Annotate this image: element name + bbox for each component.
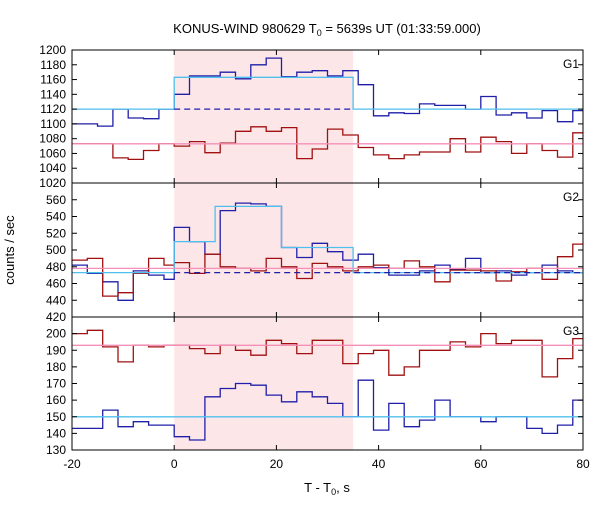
x-tick-label: 80: [576, 457, 590, 471]
highlight-interval: [174, 317, 354, 450]
y-tick-label: 1040: [39, 161, 66, 175]
series-red-g1: [72, 126, 583, 161]
y-tick-label: 540: [46, 210, 66, 224]
highlight-interval: [174, 183, 354, 317]
y-tick-label: 480: [46, 260, 66, 274]
x-tick-label: 20: [270, 457, 284, 471]
y-tick-label: 1160: [40, 73, 66, 87]
y-tick-label: 520: [46, 226, 66, 240]
panel-plot-area: [72, 329, 583, 441]
y-tick-label: 1100: [40, 117, 66, 131]
fit-line-light_blue-solid: [72, 205, 583, 274]
panel-plot-area: [72, 57, 583, 161]
y-tick-label: 420: [46, 310, 66, 324]
panel-g1: 1020104010601080110011201140116011801200…: [39, 43, 584, 190]
y-tick-label: 1140: [40, 87, 66, 101]
x-tick-label: 0: [171, 457, 178, 471]
chart-title: KONUS-WIND 980629 T0 = 5639s UT (01:33:5…: [173, 21, 481, 38]
y-tick-label: 170: [46, 377, 66, 391]
x-tick-labels: -20 0 20 40 60 80: [63, 457, 590, 471]
y-tick-label: 180: [46, 360, 66, 374]
x-tick-label: 60: [474, 457, 488, 471]
y-tick-label: 130: [46, 443, 66, 457]
panel-g2: 420 440 460 480 500 520 540 560 G2: [46, 182, 584, 324]
panel-label: G2: [563, 190, 579, 204]
y-tick-label: 440: [46, 293, 66, 307]
y-tick-label: 1080: [39, 132, 66, 146]
y-tick-label: 1060: [39, 146, 66, 160]
x-tick-label: 40: [372, 457, 386, 471]
y-tick-label: 1020: [39, 176, 66, 190]
y-axis-label: counts / sec: [2, 215, 17, 285]
y-tick-label: 150: [46, 410, 66, 424]
series-red-g2: [72, 243, 583, 297]
series-blue-g3: [72, 379, 583, 441]
y-tick-label: 1120: [40, 102, 66, 116]
panels-group: 1020104010601080110011201140116011801200…: [39, 43, 590, 471]
y-tick-label: 500: [46, 243, 66, 257]
series-red-g3: [72, 329, 583, 378]
y-tick-label: 160: [46, 393, 66, 407]
x-axis-label: T - T0, s: [304, 480, 350, 497]
y-tick-label: 140: [46, 426, 66, 440]
y-tick-label: 190: [46, 343, 66, 357]
highlight-interval: [174, 50, 354, 183]
panel-g3: 130 140 150 160 170 180 190 200 G3: [46, 316, 584, 457]
y-tick-label: 1180: [40, 58, 66, 72]
y-tick-label: 200: [46, 327, 66, 341]
y-tick-label: 560: [46, 193, 66, 207]
y-tick-label: 1200: [39, 43, 66, 57]
y-tick-label: 460: [46, 277, 66, 291]
panel-label: G3: [563, 324, 579, 338]
x-tick-label: -20: [63, 457, 81, 471]
fit-line-light_blue-solid: [72, 76, 583, 110]
panel-label: G1: [563, 57, 579, 71]
panel-plot-area: [72, 202, 583, 301]
